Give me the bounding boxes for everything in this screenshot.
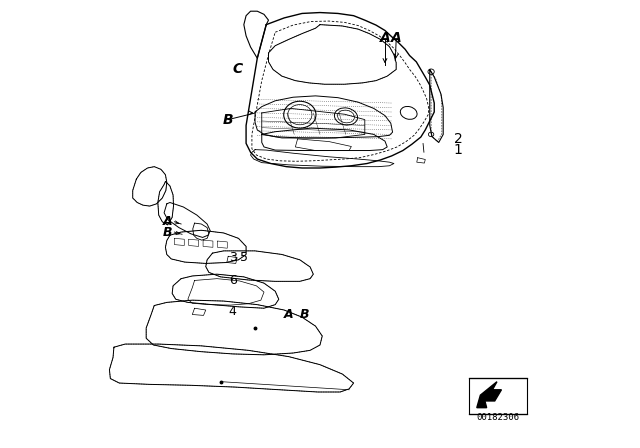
Text: A: A	[284, 308, 294, 322]
Text: B: B	[163, 225, 172, 239]
Text: 3: 3	[228, 251, 237, 264]
Text: 6: 6	[228, 273, 237, 287]
Polygon shape	[477, 382, 502, 408]
Text: A: A	[163, 215, 173, 228]
Text: B: B	[300, 308, 309, 322]
Text: 5: 5	[240, 251, 248, 264]
Text: 2: 2	[454, 132, 462, 146]
Text: 4: 4	[228, 305, 237, 318]
Text: C: C	[232, 62, 242, 77]
Text: A: A	[391, 31, 401, 45]
Text: 1: 1	[454, 143, 463, 157]
Text: B: B	[223, 112, 234, 127]
Text: A: A	[380, 31, 390, 45]
Text: 00182306: 00182306	[477, 413, 520, 422]
Bar	[469, 378, 527, 414]
